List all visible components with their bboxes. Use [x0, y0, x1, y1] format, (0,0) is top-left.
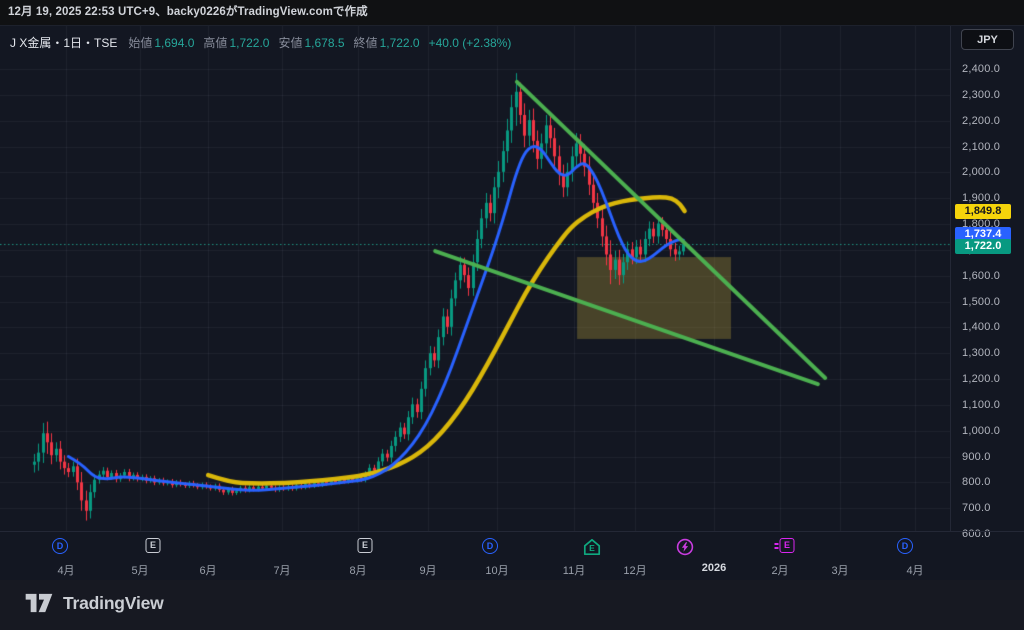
currency-toggle-button[interactable]: JPY [961, 29, 1014, 50]
attribution-watermark: 12月 19, 2025 22:53 UTC+9、backy0226がTradi… [8, 6, 368, 18]
open-field: 始値 1,694.0 [128, 36, 195, 50]
month-tick: 7月 [273, 565, 291, 577]
price-tick: 2,400.0 [962, 63, 1001, 75]
dividend-marker-icon[interactable]: D [482, 538, 498, 554]
price-axis[interactable]: 600.0 700.0 800.0 900.0 1,000.0 1,100.0 1,200.… [950, 26, 1024, 581]
upcoming-earnings-marker-icon[interactable]: E [583, 538, 601, 561]
flash-event-marker-icon[interactable] [676, 538, 694, 561]
month-tick: 12月 [623, 565, 647, 577]
price-tick: 1,400.0 [962, 321, 1001, 334]
month-tick: 3月 [831, 565, 849, 577]
ma-slow-price-label: 1,849.8 [955, 203, 1011, 219]
month-tick: 4月 [57, 565, 75, 577]
price-tick: 1,900.0 [962, 192, 1001, 205]
ma-fast-price-label: 1,737.4 [955, 226, 1011, 242]
change-value: +40.0 (+2.38%) [428, 35, 512, 50]
tradingview-logo[interactable]: TradingView [24, 591, 164, 615]
earnings-marker-icon[interactable]: E [145, 538, 161, 553]
footer-bar: TradingView [0, 580, 1024, 630]
price-chart-canvas[interactable] [0, 26, 950, 531]
tradingview-logo-icon [25, 593, 53, 613]
month-tick: 10月 [485, 565, 509, 577]
svg-text:E: E [589, 543, 595, 553]
close-field: 終値 1,722.0 [353, 36, 420, 50]
price-tick: 1,000.0 [962, 424, 1001, 437]
month-tick: 4月 [906, 565, 924, 577]
month-tick: 2026 [701, 562, 727, 574]
month-tick: 8月 [349, 565, 367, 577]
price-tick: 1,300.0 [962, 347, 1001, 360]
price-axis-separator [950, 26, 951, 531]
low-field: 安値 1,678.5 [278, 36, 345, 50]
price-tick: 1,500.0 [962, 295, 1001, 308]
month-tick: 5月 [131, 565, 149, 577]
price-tick: 700.0 [962, 502, 991, 515]
attribution-bar: 12月 19, 2025 22:53 UTC+9、backy0226がTradi… [0, 0, 1024, 25]
price-tick: 2,200.0 [962, 114, 1001, 127]
tradingview-logo-text: TradingView [63, 592, 164, 613]
price-tick: 2,000.0 [962, 166, 1001, 179]
dividend-marker-icon[interactable]: D [52, 538, 68, 554]
month-tick: 9月 [419, 565, 437, 577]
month-tick: 6月 [199, 565, 217, 577]
symbol-legend: J X金属・1日・TSE 始値 1,694.0 高値 1,722.0 安値 1,678… [10, 34, 511, 51]
price-tick: 1,600.0 [962, 269, 1001, 282]
price-tick: 1,200.0 [962, 373, 1001, 385]
price-tick: 2,300.0 [962, 88, 1001, 101]
time-axis[interactable]: 4月 5月 6月 7月 8月 9月 10月 11月 12月 2026 2月 3月 4月 D E E D E E D [0, 531, 1024, 581]
price-tick: 900.0 [962, 450, 991, 463]
symbol-title[interactable]: J X金属・1日・TSE [10, 36, 118, 50]
earnings-estimate-marker-icon[interactable]: E [774, 538, 795, 553]
price-tick: 2,100.0 [962, 140, 1001, 153]
dividend-marker-icon[interactable]: D [897, 538, 913, 554]
month-tick: 11月 [562, 565, 586, 577]
last-price-label: 1,722.0 [955, 238, 1011, 254]
earnings-marker-icon[interactable]: E [357, 538, 373, 553]
price-tick: 800.0 [962, 476, 991, 489]
chart-area: J X金属・1日・TSE 始値 1,694.0 高値 1,722.0 安値 1,678… [0, 25, 1024, 580]
high-field: 高値 1,722.0 [203, 36, 270, 50]
month-tick: 2月 [771, 565, 789, 577]
price-tick: 1,100.0 [962, 398, 1001, 411]
